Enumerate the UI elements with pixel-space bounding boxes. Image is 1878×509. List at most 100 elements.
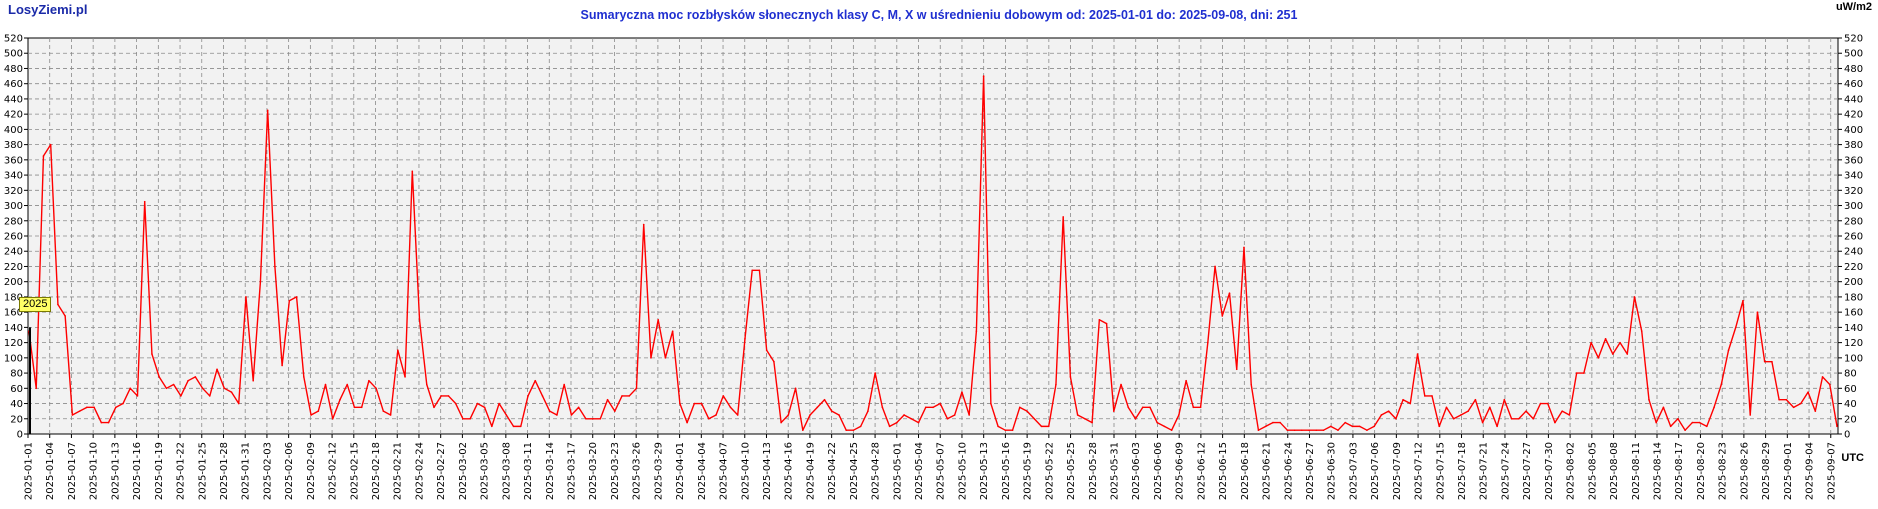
data-point	[1308, 429, 1310, 431]
data-point	[1583, 372, 1585, 374]
y-tick-label: 260	[1844, 232, 1863, 243]
x-tick-label: 2025-04-04	[697, 442, 708, 500]
data-point	[888, 425, 891, 428]
data-point	[1713, 406, 1715, 409]
data-point	[1120, 383, 1122, 386]
data-point	[1792, 406, 1795, 409]
data-point	[505, 414, 508, 416]
data-point	[1402, 398, 1404, 401]
data-point	[1546, 402, 1549, 405]
data-point	[1062, 216, 1064, 218]
y-tick-label: 160	[4, 308, 23, 319]
x-tick-label: 2025-09-07	[1826, 442, 1837, 500]
data-point	[852, 429, 855, 431]
data-point	[1510, 417, 1513, 420]
data-point	[910, 417, 913, 420]
y-tick-label: 40	[10, 399, 23, 410]
x-tick-label: 2025-07-30	[1544, 442, 1555, 500]
data-point	[201, 387, 204, 390]
data-point	[1525, 410, 1527, 412]
data-point	[621, 395, 623, 397]
y-tick-label: 420	[4, 110, 23, 121]
data-point	[1170, 429, 1173, 431]
data-point	[606, 398, 609, 401]
y-tick-label: 420	[1844, 110, 1863, 121]
y-tick-label: 0	[1844, 430, 1850, 441]
y-tick-label: 460	[1844, 79, 1863, 90]
data-point	[577, 406, 580, 409]
data-point	[1250, 383, 1253, 386]
data-point	[548, 410, 551, 412]
data-point	[1452, 417, 1455, 420]
data-point	[476, 402, 479, 405]
grid-layer	[27, 37, 1839, 435]
data-point	[1004, 429, 1007, 431]
y-tick-label: 300	[1844, 201, 1863, 212]
x-tick-label: 2025-04-10	[740, 442, 751, 500]
data-point	[671, 330, 674, 332]
y-tick-label: 440	[1844, 94, 1863, 105]
x-tick-label: 2025-08-02	[1566, 442, 1577, 500]
y-tick-label: 500	[1844, 49, 1863, 60]
data-point	[1011, 429, 1014, 431]
data-point	[1554, 421, 1556, 424]
data-point	[1395, 417, 1397, 420]
x-tick-label: 2025-02-06	[284, 442, 295, 500]
data-point	[1640, 330, 1643, 332]
data-point	[1380, 414, 1383, 416]
y-tick-label: 0	[17, 430, 23, 441]
data-point	[230, 391, 233, 393]
data-point	[599, 417, 602, 420]
data-point	[541, 395, 544, 397]
data-point	[324, 383, 327, 386]
data-point	[440, 395, 443, 397]
data-point	[1597, 357, 1600, 359]
data-point	[310, 414, 312, 416]
data-point	[483, 406, 486, 409]
x-tick-label: 2025-01-01	[24, 442, 35, 500]
x-tick-label: 2025-09-01	[1783, 442, 1794, 500]
x-tick-label: 2025-04-16	[784, 442, 795, 500]
y-tick-label: 80	[10, 369, 23, 380]
site-logo[interactable]: LosyZiemi.pl	[8, 2, 88, 17]
x-tick-label: 2025-07-18	[1457, 442, 1468, 500]
data-point	[997, 425, 999, 428]
y-tick-label: 360	[4, 155, 23, 166]
y-tick-label: 180	[4, 292, 23, 303]
data-point	[802, 429, 804, 431]
x-tick-label: 2025-02-27	[436, 442, 447, 500]
y-tick-label: 500	[4, 49, 23, 60]
data-point	[1734, 326, 1737, 329]
data-point	[1033, 417, 1036, 420]
data-point	[715, 414, 717, 416]
y-ticks-left: 0 20 40 60 80 100 120 140 160 180 200 220 240 260 280 3…	[4, 34, 28, 441]
x-ticks: 2025-01-01 2025-01-04 2025-01-07 2025-01-10…	[24, 434, 1837, 500]
y-tick-label: 280	[4, 216, 23, 227]
data-point	[223, 387, 226, 390]
y-tick-label: 440	[4, 94, 23, 105]
data-point	[93, 406, 95, 409]
data-point	[447, 395, 450, 397]
y-tick-label: 120	[1844, 338, 1863, 349]
data-point	[961, 391, 963, 393]
data-point	[556, 414, 558, 416]
data-point	[1091, 421, 1093, 424]
data-point	[1626, 353, 1629, 355]
data-point	[736, 414, 739, 416]
y-tick-label: 140	[4, 323, 23, 334]
data-point	[1156, 421, 1158, 424]
data-point	[1612, 353, 1614, 355]
data-point	[1373, 425, 1375, 428]
y-tick-label: 480	[4, 64, 23, 75]
data-point	[1785, 398, 1788, 401]
data-point	[71, 414, 74, 416]
x-tick-label: 2025-08-08	[1609, 442, 1620, 500]
data-point	[613, 410, 616, 412]
x-tick-label: 2025-01-04	[45, 442, 56, 500]
data-point	[1351, 425, 1354, 428]
data-point	[498, 402, 500, 405]
data-point	[1503, 398, 1506, 401]
data-point	[1604, 338, 1607, 340]
data-point	[237, 402, 240, 405]
data-point	[433, 406, 435, 409]
